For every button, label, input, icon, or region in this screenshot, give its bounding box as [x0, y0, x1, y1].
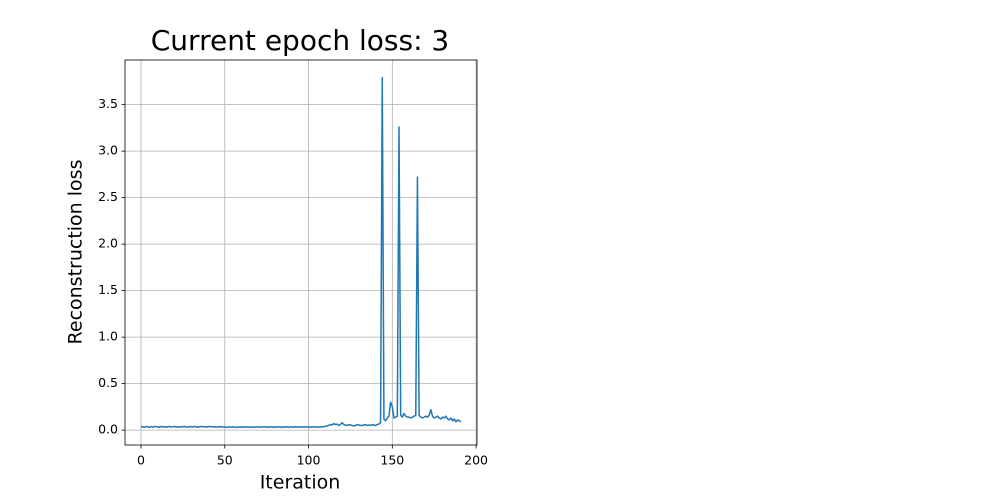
y-tick-label: 0.0: [98, 422, 118, 437]
x-tick-label: 100: [297, 453, 321, 468]
chart-title: Current epoch loss: 3: [151, 24, 449, 57]
y-tick-label: 2.0: [98, 236, 118, 251]
y-tick-label: 0.5: [98, 375, 118, 390]
y-axis-label: Reconstruction loss: [65, 160, 87, 345]
y-tick-label: 2.5: [98, 189, 118, 204]
x-tick-label: 200: [464, 453, 488, 468]
x-axis-label: Iteration: [260, 472, 341, 494]
y-tick-label: 1.5: [98, 282, 118, 297]
x-tick-label: 0: [137, 453, 145, 468]
y-tick-label: 1.0: [98, 329, 118, 344]
y-tick-label: 3.5: [98, 96, 118, 111]
data-line: [140, 76, 462, 429]
x-tick-label: 50: [217, 453, 233, 468]
y-tick-label: 3.0: [98, 143, 118, 158]
plot-frame: [124, 59, 478, 446]
x-tick-label: 150: [380, 453, 404, 468]
